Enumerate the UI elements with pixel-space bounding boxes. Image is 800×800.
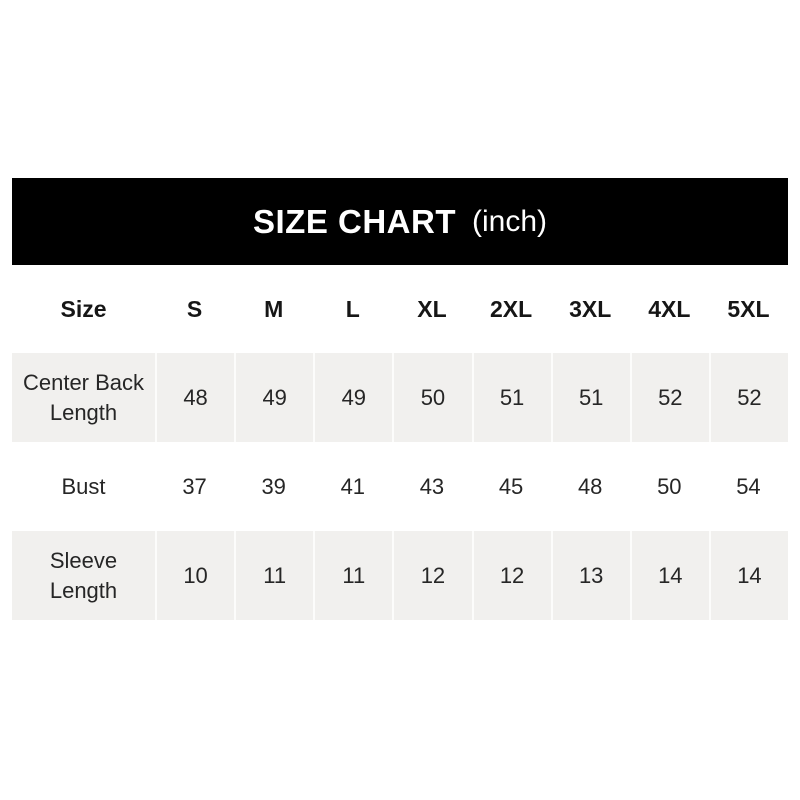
table-header-row: Size S M L XL 2XL 3XL 4XL 5XL (12, 265, 788, 353)
cell-value: 48 (577, 473, 603, 499)
column-header-2xl: 2XL (489, 295, 533, 322)
row-label: Sleeve Length (49, 547, 118, 603)
cell-value: 51 (471, 353, 551, 442)
size-chart-banner: SIZE CHART (inch) (12, 178, 788, 265)
cell-value: 51 (550, 353, 630, 442)
column-header-xl: XL (417, 295, 447, 322)
column-header-s: S (186, 295, 203, 322)
cell-value: 13 (550, 531, 630, 620)
cell-value: 12 (471, 531, 551, 620)
cell-value: 10 (155, 531, 234, 620)
cell-value: 11 (234, 531, 313, 620)
cell-value: 14 (708, 531, 788, 620)
cell-value: 11 (313, 531, 392, 620)
cell-value: 14 (629, 531, 709, 620)
cell-value: 49 (313, 353, 392, 442)
cell-value: 52 (708, 353, 788, 442)
row-label: Bust (61, 473, 106, 499)
column-header-size: Size (60, 295, 107, 322)
size-chart-panel: SIZE CHART (inch) Size S M L XL 2XL 3XL … (12, 178, 788, 620)
column-header-m: M (264, 295, 284, 322)
column-header-l: L (345, 295, 360, 322)
cell-value: 45 (498, 473, 524, 499)
column-header-4xl: 4XL (648, 295, 691, 322)
cell-value: 43 (419, 473, 445, 499)
cell-value: 54 (736, 473, 761, 499)
cell-value: 41 (340, 473, 366, 499)
row-label: Center Back Length (22, 369, 145, 425)
banner-unit-label: (inch) (471, 204, 547, 238)
table-row-center-back-length: Center Back Length 48 49 49 50 51 51 52 … (12, 353, 788, 442)
cell-value: 49 (234, 353, 313, 442)
cell-value: 50 (657, 473, 682, 499)
cell-value: 39 (261, 473, 286, 499)
cell-value: 12 (392, 531, 471, 620)
cell-value: 50 (392, 353, 471, 442)
cell-value: 48 (155, 353, 234, 442)
column-header-3xl: 3XL (569, 295, 612, 322)
table-row-bust: Bust 37 39 41 43 45 48 50 54 (12, 442, 788, 531)
banner-title: SIZE CHART (252, 202, 456, 240)
cell-value: 52 (629, 353, 709, 442)
column-header-5xl: 5XL (727, 295, 770, 322)
table-row-sleeve-length: Sleeve Length 10 11 11 12 12 13 14 14 (12, 531, 788, 620)
cell-value: 37 (182, 473, 207, 499)
